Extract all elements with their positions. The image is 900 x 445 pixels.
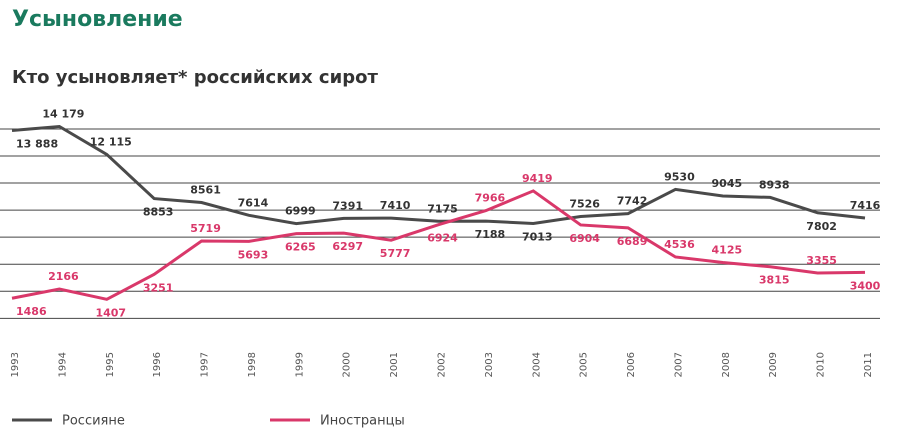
x-tick-label: 1994: [57, 352, 68, 377]
data-label: 7526: [569, 198, 600, 211]
legend-label: Россияне: [62, 414, 125, 429]
legend-label: Иностранцы: [320, 414, 405, 429]
x-tick-label: 1998: [247, 352, 258, 377]
data-label: 12 115: [90, 135, 132, 148]
data-label: 1407: [95, 306, 126, 319]
x-tick-label: 2002: [437, 352, 448, 377]
data-label: 6904: [569, 232, 600, 245]
x-tick-label: 2000: [342, 352, 353, 377]
data-label: 8853: [143, 206, 174, 219]
data-label: 7966: [475, 192, 506, 205]
x-tick-label: 2007: [673, 352, 684, 377]
data-label: 6297: [332, 240, 363, 253]
data-label: 6999: [285, 205, 316, 218]
x-tick-label: 1997: [200, 352, 211, 377]
x-tick-label: 2004: [531, 352, 542, 377]
data-label: 8938: [759, 178, 790, 191]
data-label: 1486: [16, 305, 47, 318]
data-label: 2166: [48, 270, 79, 283]
data-label: 6689: [617, 235, 648, 248]
data-label: 9045: [712, 177, 743, 190]
data-label: 6924: [427, 232, 458, 245]
series-line: [11, 189, 866, 301]
data-label: 13 888: [16, 137, 58, 150]
x-tick-label: 1999: [294, 352, 305, 377]
data-label: 7742: [617, 195, 648, 208]
x-tick-label: 1996: [152, 352, 163, 377]
x-tick-label: 2003: [484, 352, 495, 377]
x-tick-label: 2006: [626, 352, 637, 377]
x-tick-label: 2011: [863, 352, 874, 377]
data-label: 8561: [190, 184, 221, 197]
data-label: 5777: [380, 247, 411, 260]
data-label: 7188: [475, 228, 506, 241]
data-label: 4125: [712, 244, 743, 257]
data-label: 7175: [427, 202, 458, 215]
chart-subtitle: Кто усыновляет* российских сирот: [12, 67, 378, 88]
data-label: 4536: [664, 238, 695, 251]
data-label: 14 179: [42, 108, 84, 121]
x-tick-label: 2010: [816, 352, 827, 377]
x-tick-label: 2009: [768, 352, 779, 377]
data-label: 9530: [664, 170, 695, 183]
data-label: 7013: [522, 230, 553, 243]
x-tick-label: 2005: [579, 352, 590, 377]
data-label: 5693: [238, 248, 269, 261]
data-label: 3355: [806, 254, 837, 267]
data-label: 7614: [238, 196, 269, 209]
data-label: 7391: [332, 199, 363, 212]
data-label: 6265: [285, 241, 316, 254]
data-label: 5719: [190, 222, 221, 235]
x-tick-label: 1993: [10, 352, 21, 377]
data-label: 7410: [380, 199, 411, 212]
chart-title: Усыновление: [12, 7, 183, 32]
data-label: 3251: [143, 281, 174, 294]
x-tick-label: 2008: [721, 352, 732, 377]
data-label: 7802: [806, 220, 837, 233]
data-label: 9419: [522, 172, 553, 185]
series-line: [11, 124, 866, 226]
x-tick-label: 2001: [389, 352, 400, 377]
x-tick-label: 1995: [105, 352, 116, 377]
data-label: 3815: [759, 274, 790, 287]
data-label: 3400: [850, 279, 881, 292]
data-label: 7416: [850, 199, 881, 212]
